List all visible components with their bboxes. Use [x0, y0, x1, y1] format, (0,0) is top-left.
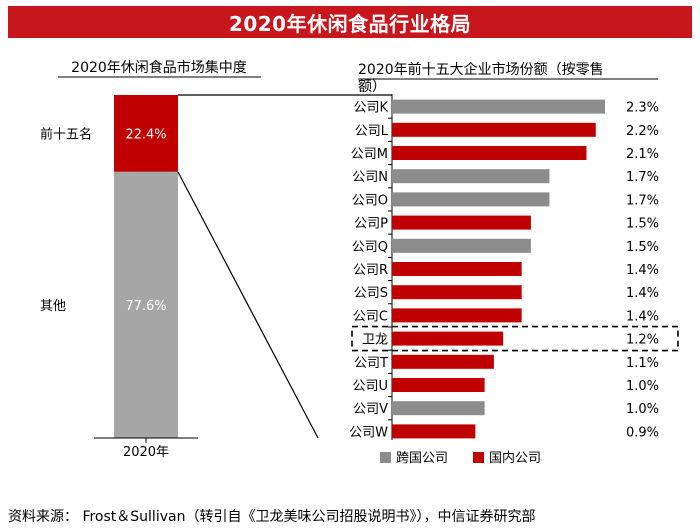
- value-label-6: 1.5%: [626, 240, 659, 255]
- left-bar-value-label-0: 22.4%: [125, 127, 166, 142]
- value-label-7: 1.4%: [626, 263, 659, 278]
- left-bar-value-label-1: 77.6%: [125, 299, 166, 314]
- left-chart: 22.4% 前十五名 77.6% 其他 2020年: [40, 95, 198, 460]
- bar-公司R: [392, 262, 522, 276]
- left-x-tick-label: 2020年: [123, 445, 169, 460]
- category-label-14: 公司W: [349, 425, 388, 440]
- category-label-12: 公司U: [352, 379, 388, 394]
- legend-swatch-1: [473, 452, 484, 463]
- bar-公司O: [392, 192, 550, 207]
- connector-line-bottom: [177, 171, 319, 439]
- category-label-0: 公司K: [353, 101, 388, 116]
- legend-label-0: 跨国公司: [396, 451, 448, 466]
- bar-公司P: [392, 215, 531, 230]
- left-bar-category-label-0: 前十五名: [40, 126, 92, 142]
- value-label-11: 1.1%: [626, 356, 659, 371]
- value-label-10: 1.2%: [626, 333, 659, 348]
- category-label-7: 公司R: [353, 263, 388, 278]
- category-label-6: 公司Q: [352, 240, 388, 255]
- bar-公司U: [392, 378, 485, 392]
- left-bar-segment-0: [114, 95, 178, 172]
- category-label-2: 公司M: [351, 147, 388, 162]
- category-label-1: 公司L: [355, 124, 389, 139]
- bar-公司K: [392, 99, 605, 114]
- category-label-13: 公司V: [353, 402, 388, 417]
- legend-label-1: 国内公司: [489, 450, 541, 466]
- right-chart: 公司K 2.3% 公司L 2.2% 公司M 2.1% 公司N 1.7% 公司O 1.7% 公司P 1.…: [349, 94, 679, 466]
- category-label-4: 公司O: [352, 193, 388, 208]
- bar-公司V: [392, 401, 485, 416]
- value-label-5: 1.5%: [626, 217, 659, 232]
- value-label-3: 1.7%: [626, 170, 659, 185]
- value-label-1: 2.2%: [626, 124, 659, 139]
- bar-公司C: [392, 308, 522, 323]
- left-chart-title: 2020年休闲食品市场集中度: [71, 59, 247, 76]
- value-label-2: 2.1%: [626, 147, 659, 162]
- bar-公司L: [392, 122, 596, 137]
- bar-公司Q: [392, 238, 531, 253]
- bar-公司M: [392, 146, 587, 160]
- bar-卫龙: [392, 331, 504, 346]
- bar-公司T: [392, 354, 494, 369]
- category-label-3: 公司N: [352, 170, 388, 185]
- bar-公司N: [392, 169, 550, 184]
- value-label-9: 1.4%: [626, 309, 659, 324]
- category-label-10: 卫龙: [362, 333, 388, 348]
- source-note: 资料来源： Frost＆Sullivan（转引自《卫龙美味公司招股说明书》），中…: [8, 509, 536, 525]
- legend-swatch-0: [380, 452, 391, 463]
- value-label-0: 2.3%: [626, 101, 659, 116]
- value-label-8: 1.4%: [626, 286, 659, 301]
- right-chart-title-line1: 2020年前十五大企业市场份额（按零售: [358, 61, 604, 78]
- highlight-box: [351, 325, 679, 352]
- category-label-11: 公司T: [354, 356, 388, 371]
- value-label-13: 1.0%: [626, 402, 659, 417]
- value-label-14: 0.9%: [626, 425, 659, 440]
- left-bar-segment-1: [114, 171, 178, 438]
- category-label-5: 公司P: [354, 217, 388, 232]
- category-label-8: 公司S: [354, 286, 388, 301]
- category-label-9: 公司C: [353, 309, 388, 324]
- bar-公司W: [392, 424, 476, 439]
- value-label-12: 1.0%: [626, 379, 659, 394]
- value-label-4: 1.7%: [626, 193, 659, 208]
- left-bar-category-label-1: 其他: [40, 299, 66, 314]
- right-chart-title-line2: 额）: [358, 79, 386, 95]
- bar-公司S: [392, 285, 522, 300]
- banner-title: 2020年休闲食品行业格局: [8, 6, 692, 38]
